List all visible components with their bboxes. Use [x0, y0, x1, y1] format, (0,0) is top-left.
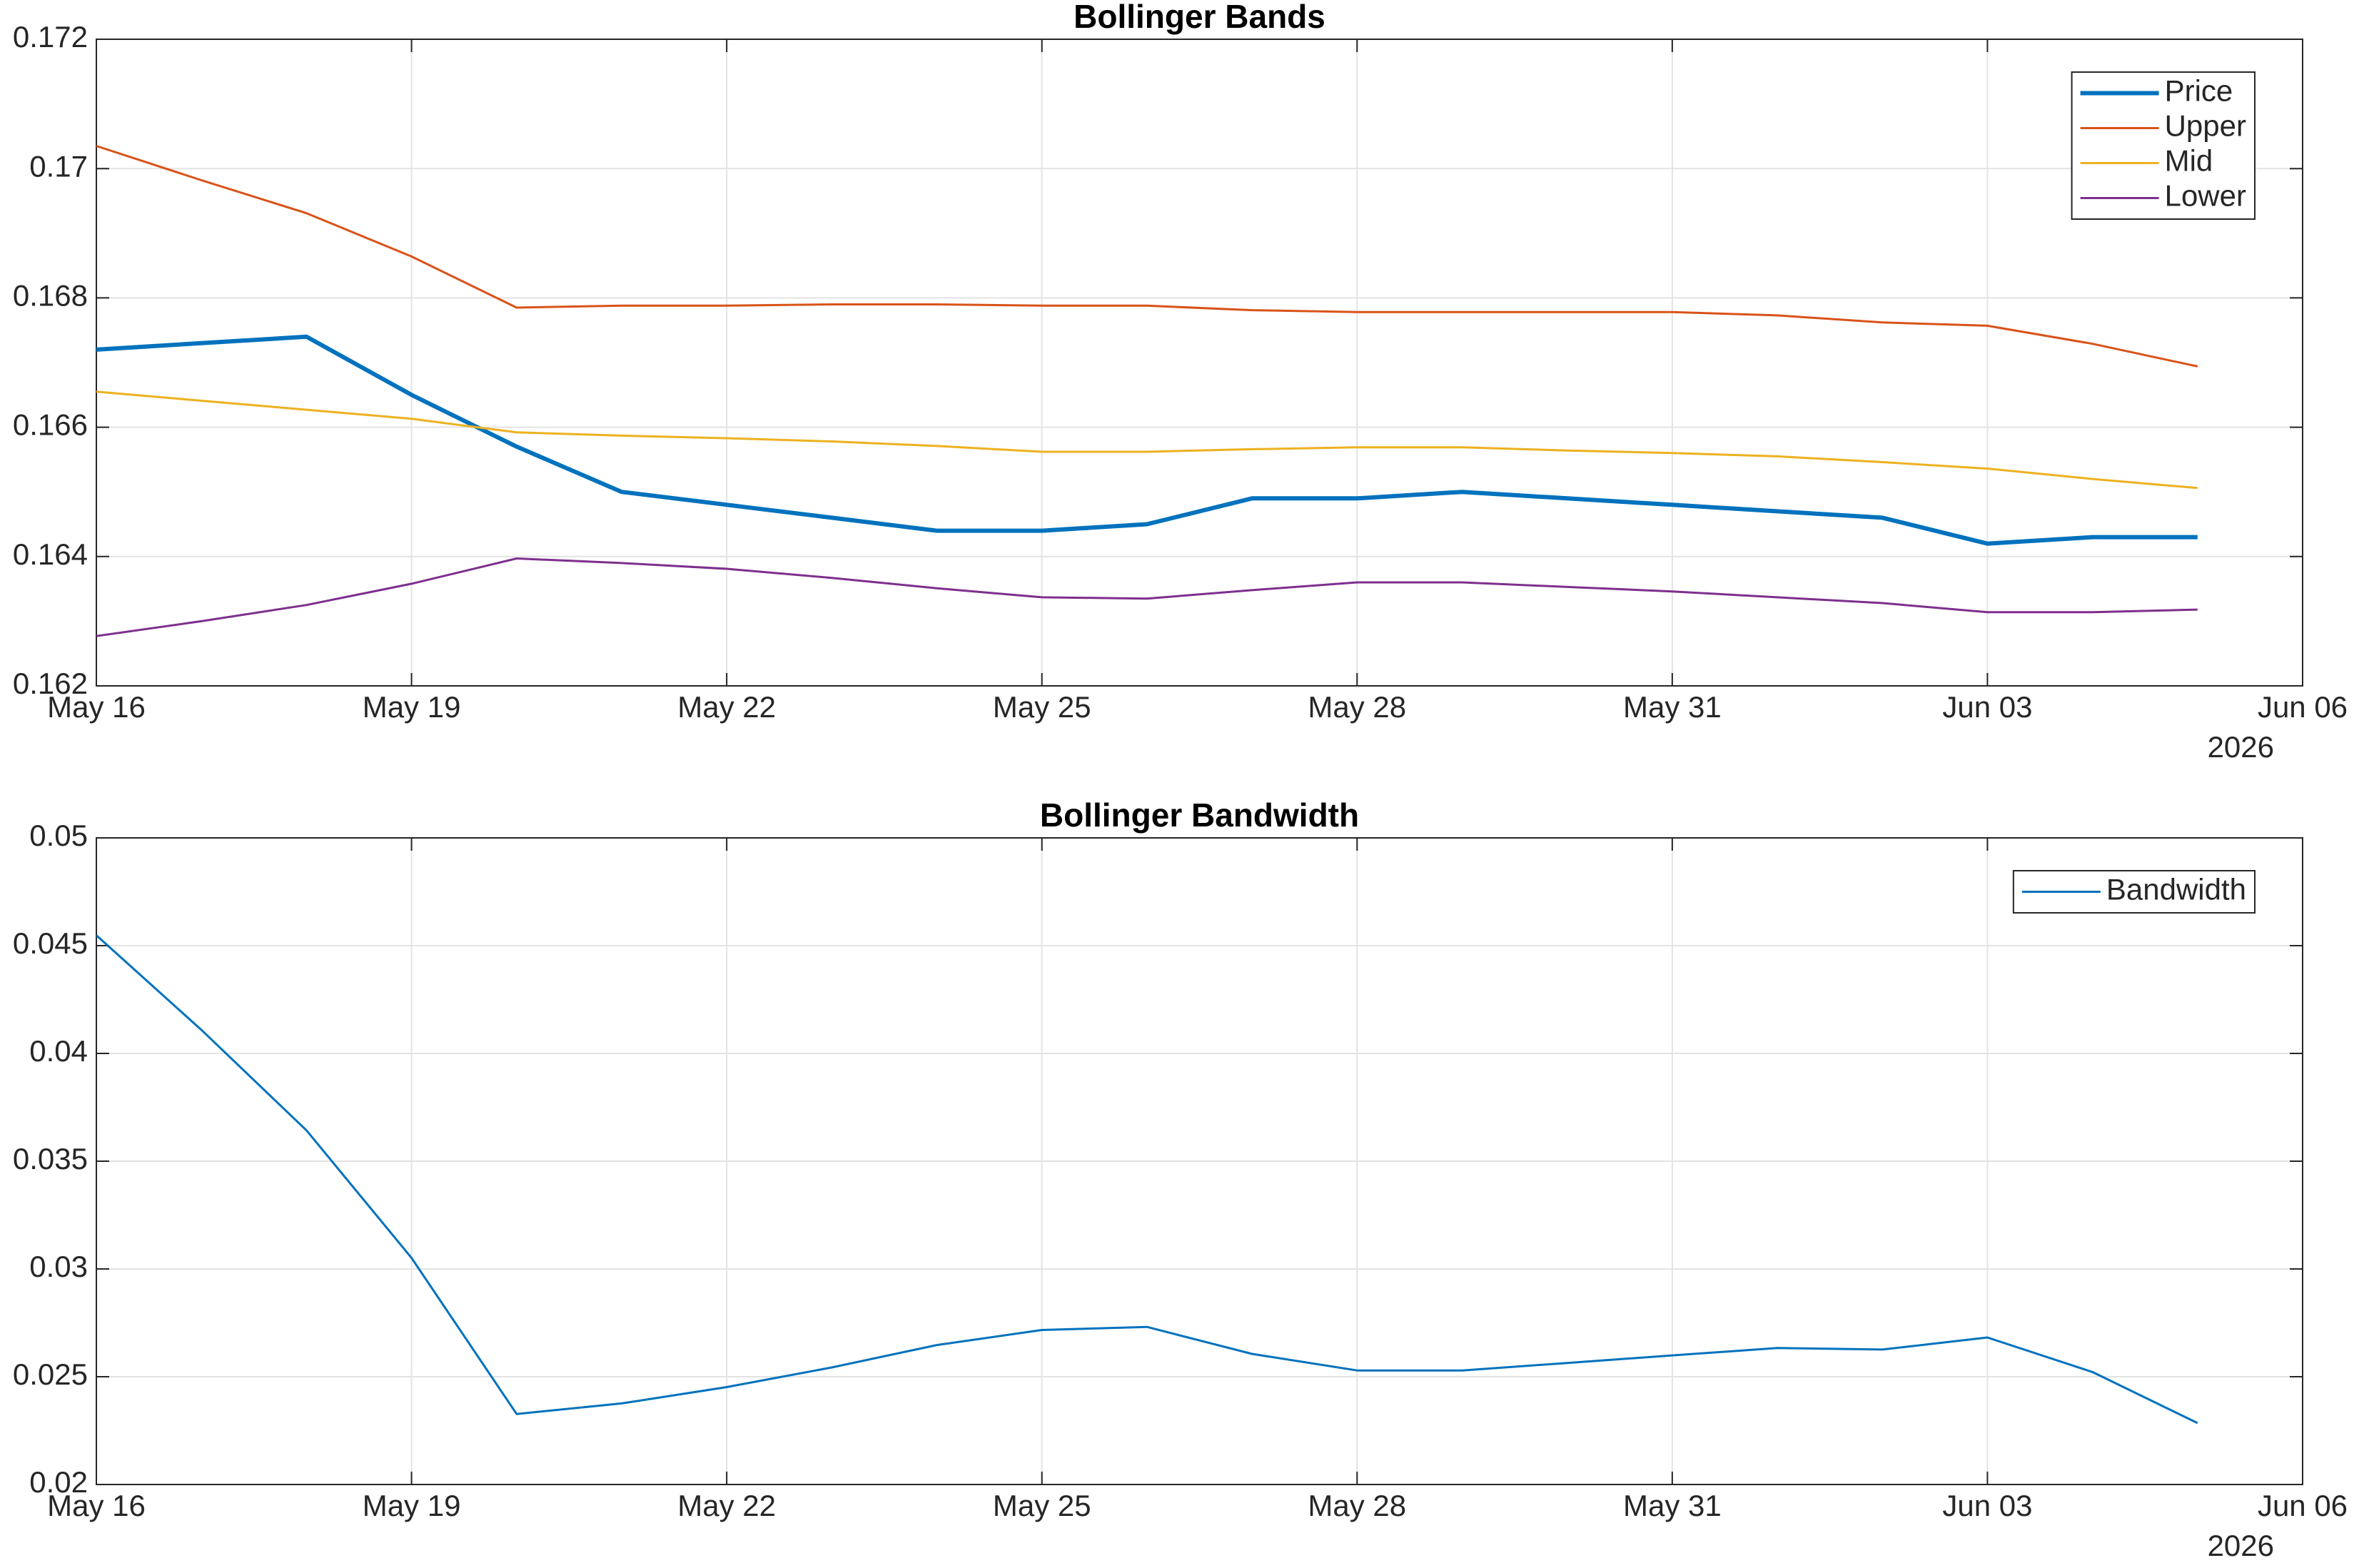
x-tick-label: May 16: [47, 1489, 146, 1522]
plot-border: [96, 837, 2303, 1485]
chart-title: Bollinger Bandwidth: [1040, 796, 1359, 834]
legend-label: Price: [2165, 74, 2233, 108]
x-tick-label: May 19: [363, 1489, 461, 1522]
y-tick-label: 0.02: [29, 1465, 88, 1499]
y-tick-label: 0.166: [13, 408, 88, 442]
y-tick-label: 0.172: [13, 20, 88, 54]
series-line: [95, 934, 2198, 1425]
series-line: [96, 390, 2198, 490]
x-tick-label: May 22: [677, 1489, 776, 1522]
legend-label: Mid: [2165, 144, 2213, 178]
x-tick-label: Jun 03: [1942, 1489, 2032, 1522]
y-tick-label: 0.04: [29, 1034, 88, 1068]
x-secondary-label: 2026: [2208, 730, 2274, 764]
x-tick-label: May 28: [1308, 690, 1406, 724]
x-tick-label: May 25: [993, 1489, 1091, 1522]
y-tick-label: 0.162: [13, 667, 88, 700]
legend-label: Upper: [2165, 109, 2246, 143]
chart: 0.02 0.025 0.03 0.035 0.04 0.045 0.05 May 16 May…: [13, 796, 2348, 1562]
legend: Bandwidth: [2012, 870, 2256, 914]
series-line: [96, 557, 2198, 637]
x-tick-label: Jun 06: [2258, 1489, 2348, 1522]
y-tick-label: 0.168: [13, 278, 88, 312]
legend-box: [2071, 71, 2256, 220]
y-tick-label: 0.025: [13, 1357, 88, 1391]
chart-title: Bollinger Bands: [1074, 0, 1325, 35]
legend-label: Lower: [2165, 179, 2246, 213]
y-tick-label: 0.164: [13, 537, 88, 571]
x-tick-label: May 31: [1623, 1489, 1722, 1522]
y-tick-label: 0.05: [29, 819, 88, 852]
series-line: [96, 334, 2198, 546]
x-secondary-label: 2026: [2208, 1529, 2274, 1562]
x-tick-label: May 19: [363, 690, 461, 724]
y-tick-label: 0.17: [29, 149, 88, 183]
x-tick-label: May 28: [1308, 1489, 1406, 1522]
plot-area: [96, 39, 2303, 686]
x-tick-label: May 16: [47, 690, 146, 724]
x-tick-label: Jun 06: [2258, 690, 2348, 724]
x-tick-label: May 31: [1623, 690, 1722, 724]
plot-border: [96, 39, 2303, 687]
legend-label: Bandwidth: [2106, 873, 2246, 906]
x-tick-label: May 22: [677, 690, 776, 724]
y-tick-label: 0.045: [13, 926, 88, 960]
series-line: [96, 145, 2198, 368]
chart: 0.162 0.164 0.166 0.168 0.17 0.172 May 16 May 1…: [13, 0, 2348, 764]
x-tick-label: May 25: [993, 690, 1091, 724]
x-tick-label: Jun 03: [1942, 690, 2032, 724]
y-tick-label: 0.03: [29, 1250, 88, 1283]
y-tick-label: 0.035: [13, 1142, 88, 1175]
